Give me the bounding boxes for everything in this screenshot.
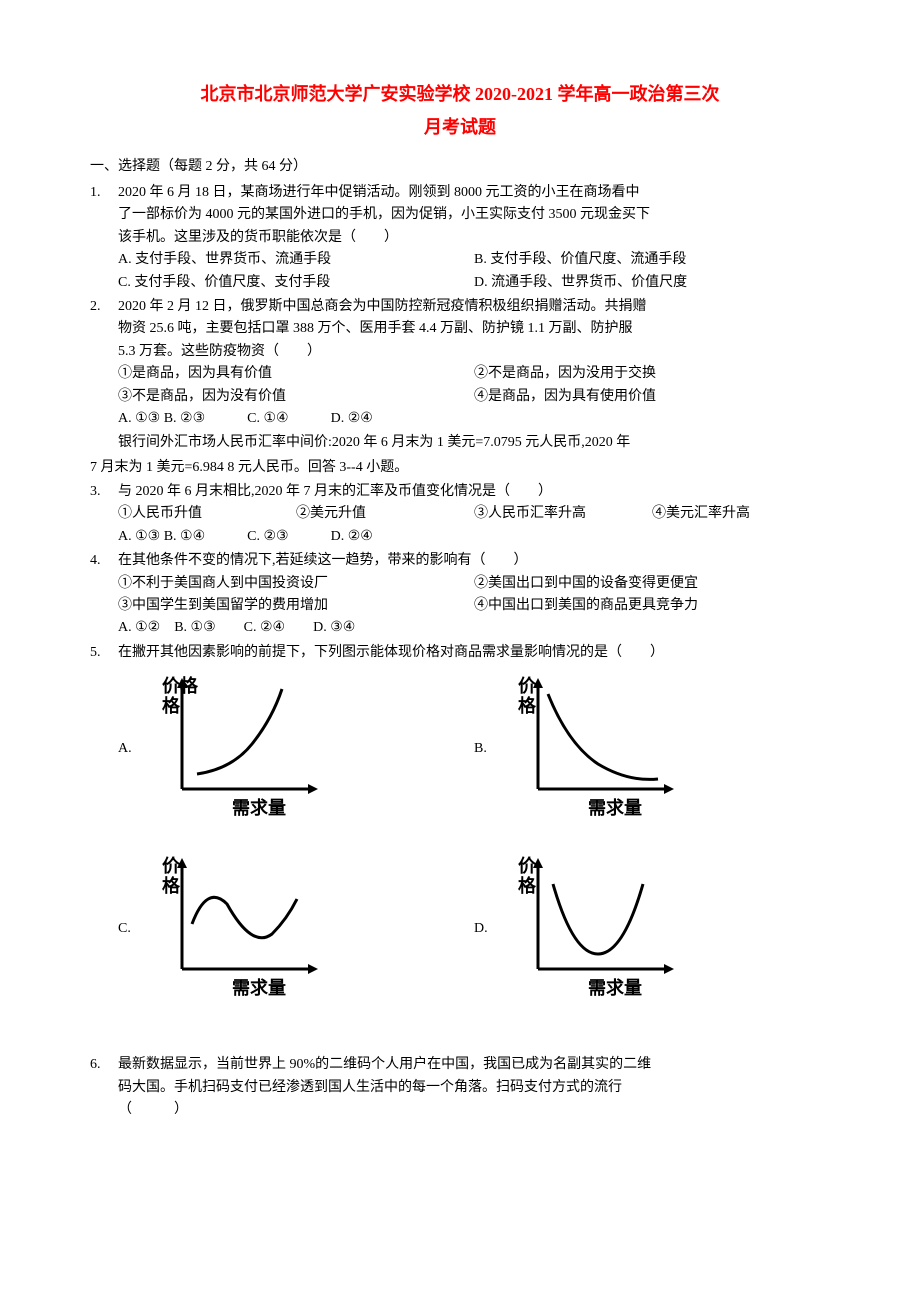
option-d[interactable]: D. 流通手段、世界货币、价值尺度 xyxy=(474,272,830,294)
statement: ①人民币升值 xyxy=(118,503,296,525)
chart-a-svg: 价格 格 需求量 xyxy=(142,674,332,824)
q4-abcd[interactable]: A. ①② B. ①③ C. ②④ D. ③④ xyxy=(118,617,830,639)
statement: ③不是商品，因为没有价值 xyxy=(118,386,474,408)
q5-num: 5. xyxy=(90,642,118,664)
statement: ④美元汇率升高 xyxy=(652,503,830,525)
question-3: 3. 与 2020 年 6 月末相比,2020 年 7 月末的汇率及币值变化情况… xyxy=(90,481,830,548)
chart-b-label: B. xyxy=(474,738,498,760)
statement: ④中国出口到美国的商品更具竞争力 xyxy=(474,595,830,617)
q1-num: 1. xyxy=(90,182,118,204)
q1-line: 2020 年 6 月 18 日，某商场进行年中促销活动。刚领到 8000 元工资… xyxy=(118,182,830,204)
chart-c[interactable]: C. 价 格 需求量 xyxy=(118,854,474,1004)
chart-d-svg: 价 格 需求量 xyxy=(498,854,688,1004)
chart-c-label: C. xyxy=(118,918,142,940)
chart-d[interactable]: D. 价 格 需求量 xyxy=(474,854,830,1004)
q4-statements: ①不利于美国商人到中国投资设厂 ②美国出口到中国的设备变得更便宜 xyxy=(118,573,830,595)
question-1: 1. 2020 年 6 月 18 日，某商场进行年中促销活动。刚领到 8000 … xyxy=(90,182,830,294)
q2-statements: ①是商品，因为具有价值 ②不是商品，因为没用于交换 xyxy=(118,363,830,385)
option-c[interactable]: C. 支付手段、价值尺度、支付手段 xyxy=(118,272,474,294)
q3-abcd[interactable]: A. ①③ B. ①④ C. ②③ D. ②④ xyxy=(118,526,830,548)
q2-line: 5.3 万套。这些防疫物资（ ） xyxy=(118,341,830,363)
q3-statements: ①人民币升值 ②美元升值 ③人民币汇率升高 ④美元汇率升高 xyxy=(118,503,830,525)
q1-options-row: A. 支付手段、世界货币、流通手段 B. 支付手段、价值尺度、流通手段 xyxy=(118,249,830,271)
q2-abcd[interactable]: A. ①③ B. ②③ C. ①④ D. ②④ xyxy=(118,408,830,430)
y-axis-label2: 格 xyxy=(162,695,181,716)
q5-line: 在撇开其他因素影响的前提下，下列图示能体现价格对商品需求量影响情况的是（ ） xyxy=(118,642,830,664)
chart-b[interactable]: B. 价 格 需求量 xyxy=(474,674,830,824)
q1-options-row: C. 支付手段、价值尺度、支付手段 D. 流通手段、世界货币、价值尺度 xyxy=(118,272,830,294)
q4-statements: ③中国学生到美国留学的费用增加 ④中国出口到美国的商品更具竞争力 xyxy=(118,595,830,617)
chart-grid: A. 价格 格 需求量 B. 价 格 需求量 C. 价 格 xyxy=(90,674,830,1034)
option-a[interactable]: A. 支付手段、世界货币、流通手段 xyxy=(118,249,474,271)
option-b[interactable]: B. 支付手段、价值尺度、流通手段 xyxy=(474,249,830,271)
chart-b-svg: 价 格 需求量 xyxy=(498,674,688,824)
svg-text:格: 格 xyxy=(162,875,181,896)
chart-c-svg: 价 格 需求量 xyxy=(142,854,332,1004)
statement: ②美元升值 xyxy=(296,503,474,525)
intro-34-line: 银行间外汇市场人民币汇率中间价:2020 年 6 月末为 1 美元=7.0795… xyxy=(90,432,830,454)
q6-line: 最新数据显示，当前世界上 90%的二维码个人用户在中国，我国已成为名副其实的二维 xyxy=(118,1054,830,1076)
q2-line: 物资 25.6 吨，主要包括口罩 388 万个、医用手套 4.4 万副、防护镜 … xyxy=(118,318,830,340)
q2-line: 2020 年 2 月 12 日，俄罗斯中国总商会为中国防控新冠疫情积极组织捐赠活… xyxy=(118,296,830,318)
question-2: 2. 2020 年 2 月 12 日，俄罗斯中国总商会为中国防控新冠疫情积极组织… xyxy=(90,296,830,430)
q3-num: 3. xyxy=(90,481,118,503)
statement: ②不是商品，因为没用于交换 xyxy=(474,363,830,385)
svg-text:需求量: 需求量 xyxy=(588,977,642,998)
q4-line: 在其他条件不变的情况下,若延续这一趋势，带来的影响有（ ） xyxy=(118,550,830,572)
question-6: 6. 最新数据显示，当前世界上 90%的二维码个人用户在中国，我国已成为名副其实… xyxy=(90,1054,830,1121)
statement: ①不利于美国商人到中国投资设厂 xyxy=(118,573,474,595)
statement: ③人民币汇率升高 xyxy=(474,503,652,525)
svg-text:需求量: 需求量 xyxy=(232,977,286,998)
statement: ①是商品，因为具有价值 xyxy=(118,363,474,385)
q4-num: 4. xyxy=(90,550,118,572)
section-header: 一、选择题（每题 2 分，共 64 分） xyxy=(90,156,830,178)
chart-d-label: D. xyxy=(474,918,498,940)
chart-a[interactable]: A. 价格 格 需求量 xyxy=(118,674,474,824)
chart-a-label: A. xyxy=(118,738,142,760)
statement: ④是商品，因为具有使用价值 xyxy=(474,386,830,408)
q6-num: 6. xyxy=(90,1054,118,1076)
svg-text:需求量: 需求量 xyxy=(588,797,642,818)
q2-statements: ③不是商品，因为没有价值 ④是商品，因为具有使用价值 xyxy=(118,386,830,408)
intro-34-line: 7 月末为 1 美元=6.984 8 元人民币。回答 3--4 小题。 xyxy=(90,457,830,479)
question-4: 4. 在其他条件不变的情况下,若延续这一趋势，带来的影响有（ ） ①不利于美国商… xyxy=(90,550,830,640)
svg-text:格: 格 xyxy=(518,875,537,896)
q6-line: 码大国。手机扫码支付已经渗透到国人生活中的每一个角落。扫码支付方式的流行 xyxy=(118,1077,830,1099)
statement: ②美国出口到中国的设备变得更便宜 xyxy=(474,573,830,595)
q1-line: 该手机。这里涉及的货币职能依次是（ ） xyxy=(118,227,830,249)
q1-line: 了一部标价为 4000 元的某国外进口的手机，因为促销，小王实际支付 3500 … xyxy=(118,204,830,226)
question-5: 5. 在撇开其他因素影响的前提下，下列图示能体现价格对商品需求量影响情况的是（ … xyxy=(90,642,830,664)
q6-line: （ ） xyxy=(118,1099,830,1121)
page-title-line1: 北京市北京师范大学广安实验学校 2020-2021 学年高一政治第三次 xyxy=(90,80,830,109)
svg-text:格: 格 xyxy=(518,695,537,716)
x-axis-label: 需求量 xyxy=(232,797,286,818)
statement: ③中国学生到美国留学的费用增加 xyxy=(118,595,474,617)
page-title-line2: 月考试题 xyxy=(90,113,830,142)
q2-num: 2. xyxy=(90,296,118,318)
q3-line: 与 2020 年 6 月末相比,2020 年 7 月末的汇率及币值变化情况是（ … xyxy=(118,481,830,503)
